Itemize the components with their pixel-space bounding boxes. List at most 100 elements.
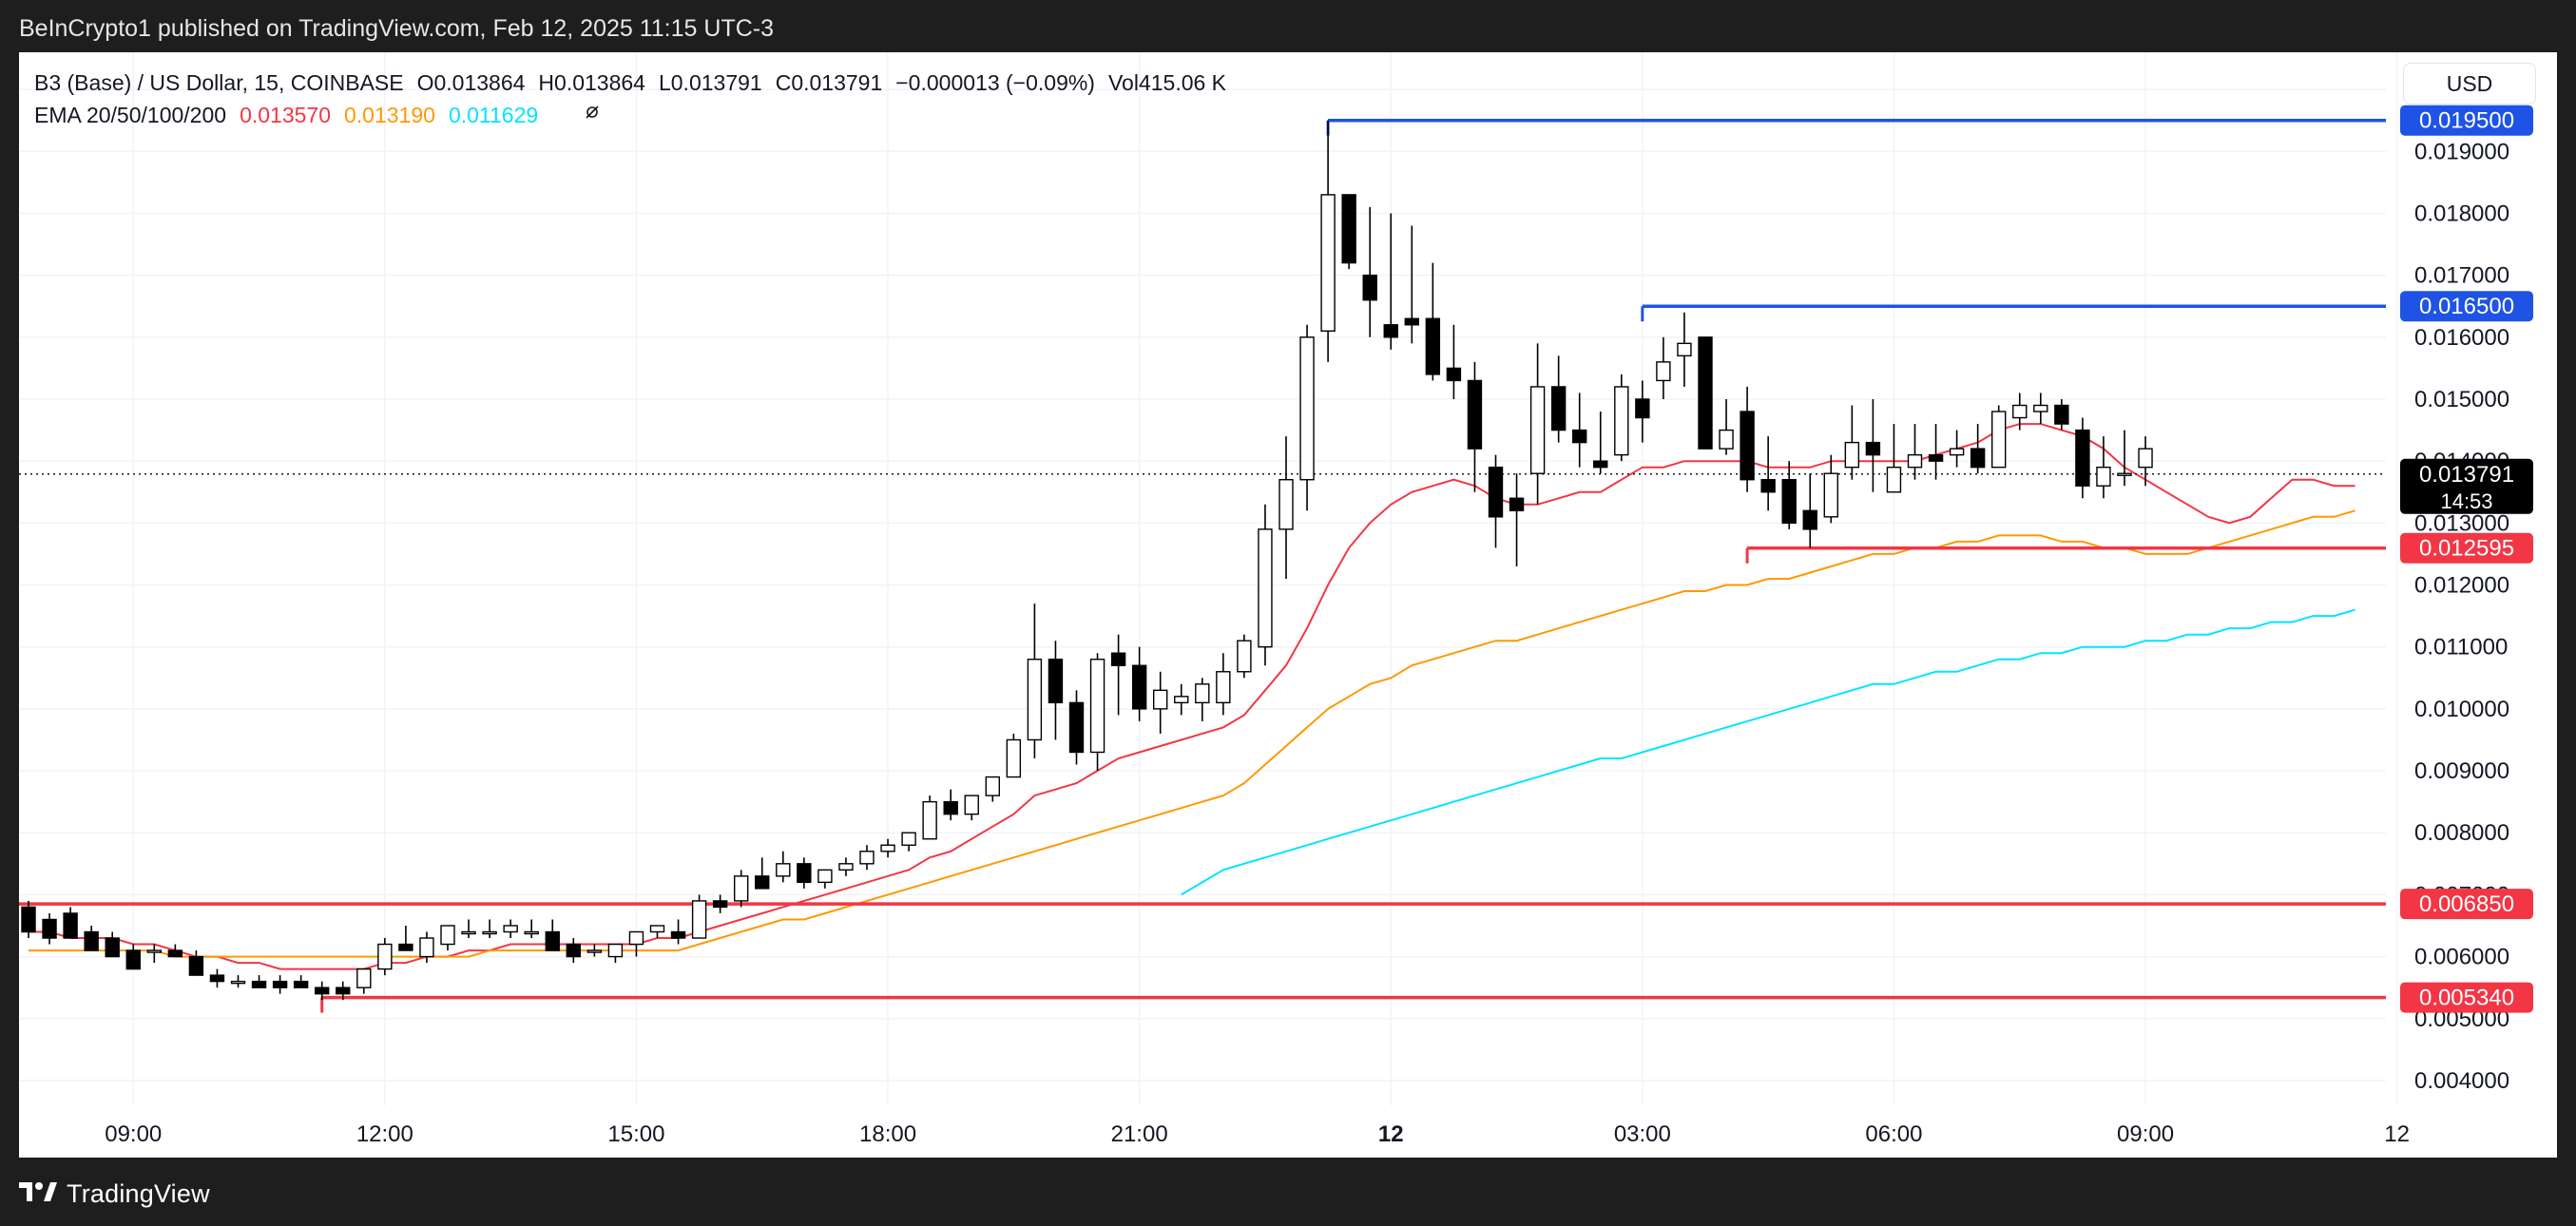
candle-bullish[interactable] <box>964 795 979 815</box>
candle-bullish[interactable] <box>1027 659 1043 741</box>
candle-bullish[interactable] <box>1258 528 1273 648</box>
candle-bearish[interactable] <box>188 955 204 976</box>
candle-bearish[interactable] <box>566 943 581 958</box>
candle-bullish[interactable] <box>1089 659 1105 754</box>
level-price-badge[interactable] <box>2400 291 2533 322</box>
candle-bullish[interactable] <box>1823 472 1839 518</box>
candle-bearish[interactable] <box>670 930 686 939</box>
candle-bullish[interactable] <box>440 925 455 946</box>
candle-bearish[interactable] <box>1488 466 1504 518</box>
ema-label[interactable]: EMA 20/50/100/200 <box>34 102 227 127</box>
candle-bearish[interactable] <box>1571 429 1587 444</box>
candle-bearish[interactable] <box>2054 404 2069 425</box>
currency-button[interactable]: USD <box>2403 63 2536 105</box>
candle-bullish[interactable] <box>1299 336 1315 481</box>
candle-bullish[interactable] <box>734 875 749 902</box>
candle-bearish[interactable] <box>1131 664 1147 710</box>
candle-bullish[interactable] <box>1990 411 2007 469</box>
candle-bearish[interactable] <box>755 875 770 890</box>
candle-bullish[interactable] <box>482 930 497 935</box>
candle-bearish[interactable] <box>21 906 36 933</box>
candle-bearish[interactable] <box>1740 411 1755 481</box>
candle-bearish[interactable] <box>1446 367 1462 382</box>
candle-bullish[interactable] <box>776 863 791 877</box>
candle-bearish[interactable] <box>1425 317 1441 375</box>
candle-bearish[interactable] <box>398 943 413 951</box>
candle-bullish[interactable] <box>1677 342 1692 357</box>
candle-bearish[interactable] <box>1467 379 1483 450</box>
candle-bearish[interactable] <box>1802 509 1817 530</box>
candle-bullish[interactable] <box>649 925 665 933</box>
candle-bullish[interactable] <box>2012 404 2028 419</box>
candle-bearish[interactable] <box>1404 317 1420 326</box>
candle-bearish[interactable] <box>125 949 141 970</box>
level-price-badge[interactable] <box>2400 982 2533 1013</box>
candle-bullish[interactable] <box>1278 479 1294 530</box>
level-price-badge[interactable] <box>2400 889 2533 920</box>
candle-bullish[interactable] <box>1614 386 1629 456</box>
candle-bullish[interactable] <box>2117 472 2132 476</box>
candle-bearish[interactable] <box>1383 324 1398 338</box>
candle-bullish[interactable] <box>1237 640 1252 673</box>
candle-bearish[interactable] <box>1760 479 1776 493</box>
candle-bearish[interactable] <box>1362 274 1377 301</box>
candle-bullish[interactable] <box>146 949 163 953</box>
candle-bullish[interactable] <box>1719 429 1734 450</box>
candle-bullish[interactable] <box>503 925 518 933</box>
candle-bearish[interactable] <box>797 863 812 884</box>
candle-bullish[interactable] <box>1152 689 1168 710</box>
candle-bearish[interactable] <box>1341 194 1356 264</box>
candle-bullish[interactable] <box>356 967 372 988</box>
candle-bullish[interactable] <box>691 900 707 939</box>
candle-bearish[interactable] <box>1865 441 1881 456</box>
candle-bullish[interactable] <box>859 851 875 865</box>
symbol-label[interactable]: B3 (Base) / US Dollar, 15, COINBASE <box>34 69 404 95</box>
candle-bearish[interactable] <box>1593 460 1608 469</box>
eye-off-icon[interactable] <box>551 82 600 148</box>
candle-bearish[interactable] <box>1110 652 1126 666</box>
candle-bullish[interactable] <box>586 949 603 953</box>
candle-bullish[interactable] <box>985 776 1001 796</box>
candle-bullish[interactable] <box>628 930 644 946</box>
candle-bearish[interactable] <box>167 949 183 958</box>
candle-bullish[interactable] <box>2033 404 2048 412</box>
candle-bullish[interactable] <box>524 930 539 935</box>
candle-bearish[interactable] <box>712 900 728 909</box>
candle-bullish[interactable] <box>1949 448 1965 456</box>
candle-bullish[interactable] <box>419 937 434 958</box>
candle-bullish[interactable] <box>922 800 937 840</box>
candle-bullish[interactable] <box>880 844 895 852</box>
candle-bearish[interactable] <box>1698 336 1713 450</box>
candle-bearish[interactable] <box>105 937 120 958</box>
candle-bullish[interactable] <box>1656 361 1671 382</box>
candle-bearish[interactable] <box>315 987 330 995</box>
candle-bullish[interactable] <box>607 943 624 958</box>
candle-bullish[interactable] <box>377 943 393 970</box>
candle-bearish[interactable] <box>1048 659 1064 704</box>
candle-bearish[interactable] <box>1781 479 1797 525</box>
level-price-badge[interactable] <box>2400 532 2533 564</box>
candle-bullish[interactable] <box>1216 671 1231 704</box>
level-price-badge[interactable] <box>2400 105 2533 136</box>
chart-panel[interactable] <box>19 52 2557 1158</box>
candle-bullish[interactable] <box>1195 683 1210 704</box>
candle-bullish[interactable] <box>1006 738 1022 778</box>
candle-bullish[interactable] <box>2138 448 2153 469</box>
candle-bullish[interactable] <box>817 869 833 884</box>
candle-bearish[interactable] <box>209 974 225 983</box>
candle-bullish[interactable] <box>1907 453 1923 469</box>
candle-bearish[interactable] <box>42 918 57 939</box>
candle-bullish[interactable] <box>2096 466 2111 487</box>
candle-bearish[interactable] <box>84 930 99 951</box>
candle-bullish[interactable] <box>230 980 246 985</box>
tradingview-logo[interactable]: TradingView <box>19 1179 210 1209</box>
candle-bearish[interactable] <box>1970 448 1986 469</box>
candle-bullish[interactable] <box>1174 696 1189 704</box>
candle-bearish[interactable] <box>2075 429 2090 487</box>
candle-bearish[interactable] <box>1068 701 1085 754</box>
candle-bullish[interactable] <box>1886 466 1902 493</box>
candle-bullish[interactable] <box>838 863 854 872</box>
candle-bearish[interactable] <box>1928 453 1944 462</box>
candle-bearish[interactable] <box>336 987 351 995</box>
